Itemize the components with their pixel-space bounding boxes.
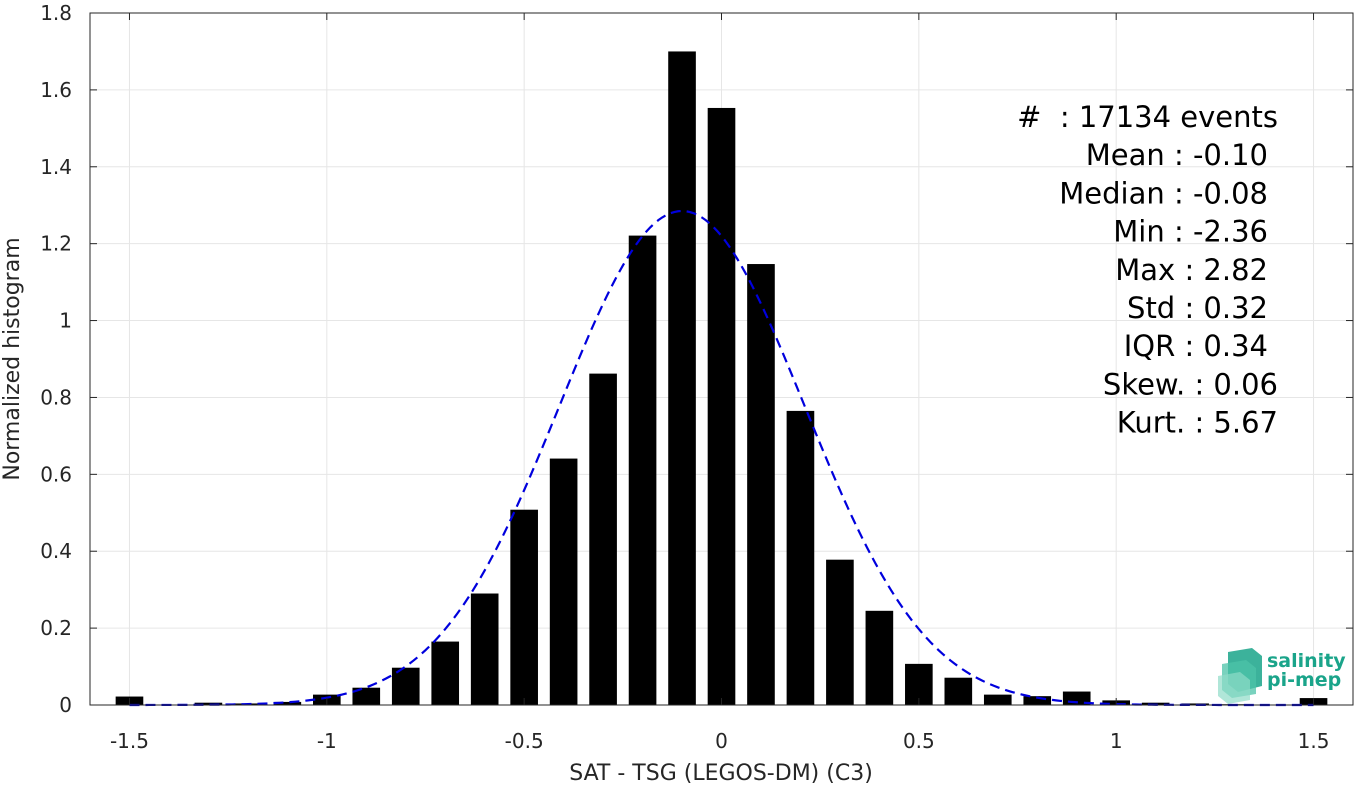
histogram-bar bbox=[194, 702, 223, 705]
bars bbox=[115, 51, 1328, 706]
stat-value: : -0.10 bbox=[1174, 138, 1268, 172]
x-tick-label: -0.5 bbox=[505, 729, 544, 753]
stat-label: Mean bbox=[1086, 138, 1174, 172]
stat-value: : -0.08 bbox=[1174, 176, 1268, 210]
stat-label: # bbox=[1017, 100, 1060, 134]
stat-line: IQR : 0.34 bbox=[1124, 329, 1268, 363]
histogram-bar bbox=[589, 373, 617, 705]
stat-label: Kurt. bbox=[1117, 406, 1195, 440]
stat-value: : 2.82 bbox=[1184, 253, 1268, 287]
stat-line: Max : 2.82 bbox=[1115, 253, 1268, 287]
stat-line: Median : -0.08 bbox=[1059, 176, 1268, 210]
stat-line: Min : -2.36 bbox=[1113, 215, 1268, 249]
tick-labels: -1.5 -1 -0.5 0 0.5 1 1.5 0 0.2 0.4 0.6 0.8 1 1.2 1.4 1.… bbox=[40, 1, 1329, 753]
y-axis-title: Normalized histogram bbox=[0, 237, 25, 480]
y-tick-label: 1.6 bbox=[40, 78, 72, 102]
histogram-bar bbox=[1023, 696, 1052, 705]
x-tick-label: 0 bbox=[715, 729, 728, 753]
y-tick-label: 0 bbox=[59, 693, 72, 717]
stat-line: Std : 0.32 bbox=[1127, 291, 1268, 325]
logo-line2: pi-mep bbox=[1267, 669, 1341, 691]
histogram-bar bbox=[826, 559, 854, 705]
histogram-bar bbox=[549, 458, 578, 705]
histogram-bar bbox=[668, 51, 696, 705]
y-tick-label: 0.4 bbox=[40, 539, 72, 563]
x-tick-label: 0.5 bbox=[903, 729, 935, 753]
stat-value: : 5.67 bbox=[1194, 406, 1278, 440]
histogram-bar bbox=[747, 264, 775, 705]
histogram-bar bbox=[273, 701, 302, 705]
stat-label: Skew. bbox=[1103, 367, 1195, 401]
histogram-bar bbox=[470, 593, 499, 705]
stat-value: : 0.34 bbox=[1184, 329, 1268, 363]
stat-label: IQR bbox=[1124, 329, 1185, 363]
axes bbox=[89, 12, 1354, 706]
histogram-bar bbox=[391, 667, 420, 705]
histogram-bar bbox=[628, 235, 657, 706]
x-axis-title: SAT - TSG (LEGOS-DM) (C3) bbox=[569, 761, 873, 785]
stat-label: Std bbox=[1127, 291, 1184, 325]
histogram-bar bbox=[944, 677, 973, 705]
stat-line: Skew. : 0.06 bbox=[1103, 367, 1278, 401]
y-tick-label: 1 bbox=[59, 309, 72, 333]
salinity-pi-mep-logo: salinity pi-mep bbox=[1218, 648, 1346, 704]
stat-label: Min bbox=[1113, 215, 1174, 249]
histogram-bar bbox=[1181, 703, 1209, 705]
stat-line: Kurt. : 5.67 bbox=[1117, 406, 1278, 440]
stat-value: : 0.06 bbox=[1194, 367, 1278, 401]
stat-label: Max bbox=[1115, 253, 1184, 287]
stat-line: Mean : -0.10 bbox=[1086, 138, 1268, 172]
histogram-bar bbox=[352, 687, 381, 705]
histogram-bar bbox=[510, 509, 538, 705]
x-tick-label: -1.5 bbox=[110, 729, 149, 753]
histogram-bar bbox=[786, 410, 815, 705]
stat-value: : 17134 events bbox=[1060, 100, 1278, 134]
histogram-bar bbox=[983, 694, 1012, 705]
x-tick-label: -1 bbox=[317, 729, 337, 753]
histogram-bar bbox=[707, 107, 736, 706]
x-tick-label: 1 bbox=[1110, 729, 1123, 753]
stat-value: : 0.32 bbox=[1184, 291, 1268, 325]
histogram-bar bbox=[431, 641, 460, 705]
x-tick-label: 1.5 bbox=[1298, 729, 1330, 753]
stat-value: : -2.36 bbox=[1174, 215, 1268, 249]
stat-line: # : 17134 events bbox=[1017, 100, 1278, 134]
y-tick-label: 1.4 bbox=[40, 155, 72, 179]
stat-label: Median bbox=[1059, 176, 1174, 210]
y-tick-label: 1.2 bbox=[40, 232, 72, 256]
y-tick-label: 0.8 bbox=[40, 385, 72, 409]
y-tick-label: 1.8 bbox=[40, 1, 72, 25]
logo-icon bbox=[1218, 648, 1262, 704]
y-tick-label: 0.6 bbox=[40, 462, 72, 486]
histogram-bar bbox=[865, 610, 894, 705]
y-tick-label: 0.2 bbox=[40, 616, 72, 640]
logo-line1: salinity bbox=[1267, 650, 1346, 672]
